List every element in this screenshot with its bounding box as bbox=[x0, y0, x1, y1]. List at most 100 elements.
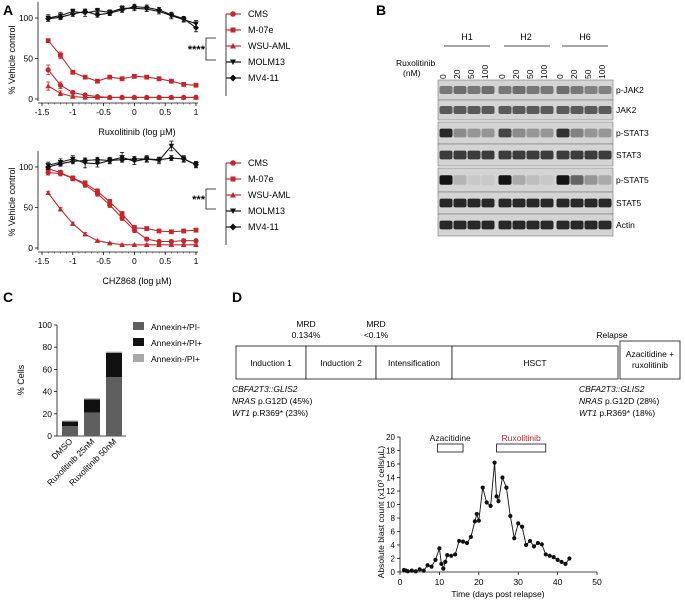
x-tick-label: 40 bbox=[553, 577, 563, 587]
blast-count-point bbox=[405, 569, 410, 574]
dose-axis-label: Ruxolitinib bbox=[396, 58, 435, 68]
blot-band bbox=[556, 220, 570, 230]
data-point bbox=[180, 15, 187, 22]
group-label-h6: H6 bbox=[579, 32, 591, 42]
data-point bbox=[119, 241, 125, 247]
data-point bbox=[69, 10, 76, 17]
data-point bbox=[143, 241, 150, 247]
y-tick-label: 20 bbox=[386, 433, 395, 442]
legend-label-mv411-2: MV4-11 bbox=[248, 222, 279, 232]
legend-label-molm13: MOLM13 bbox=[248, 57, 285, 67]
blot-band bbox=[556, 198, 570, 208]
blast-count-point bbox=[421, 568, 426, 573]
blast-count-point bbox=[429, 564, 434, 569]
blast-count-point bbox=[512, 536, 517, 541]
y-tick-label: 14 bbox=[386, 474, 395, 483]
x-tick-label: 0 bbox=[398, 577, 403, 587]
panel-c-legend: Annexin+/PI- Annexin+/PI+ Annexin-/PI+ bbox=[133, 322, 202, 364]
blot-band bbox=[540, 198, 554, 208]
significance-bracket-bottom bbox=[205, 188, 216, 210]
legend-label-annexin-neg-pi-pos: Annexin-/PI+ bbox=[151, 354, 200, 364]
legend-swatch-annexin-pos-pi-neg bbox=[133, 322, 144, 330]
legend-item-cms: CMS bbox=[226, 9, 268, 19]
blast-count-point bbox=[520, 524, 525, 529]
blot-band bbox=[467, 150, 481, 160]
y-tick-label: 100 bbox=[19, 162, 33, 172]
stage-hsct bbox=[451, 345, 619, 380]
data-point bbox=[193, 82, 199, 88]
blast-count-point bbox=[504, 485, 509, 490]
stage-hsct-label: HSCT bbox=[523, 358, 546, 368]
y-tick-label: 0 bbox=[28, 94, 33, 104]
panel-b-blots: p-JAK2 JAK2 p-STAT3 STAT3 p-STAT5 STAT5 Actin bbox=[437, 79, 649, 237]
y-tick-label: 20 bbox=[43, 409, 53, 419]
data-point bbox=[82, 8, 89, 15]
legend-label-wsu-aml: WSU-AML bbox=[248, 41, 291, 51]
data-point bbox=[132, 73, 137, 79]
data-point bbox=[180, 94, 187, 100]
data-point bbox=[168, 238, 174, 245]
data-point bbox=[45, 67, 51, 73]
legend-label-wsu-aml-2: WSU-AML bbox=[248, 190, 291, 200]
blot-band bbox=[570, 198, 584, 208]
data-point bbox=[94, 237, 101, 243]
data-point bbox=[156, 76, 162, 82]
blot-band bbox=[498, 220, 512, 230]
data-point bbox=[69, 158, 76, 165]
relapse-mutation-3: WT1 p.R369* (18%) bbox=[579, 408, 655, 418]
blot-band bbox=[526, 220, 540, 230]
blot-band bbox=[453, 198, 467, 208]
panel-a-bottom-plot bbox=[45, 140, 199, 247]
x-tick-label: 30 bbox=[513, 577, 523, 587]
data-point bbox=[106, 240, 113, 246]
stage-intensification bbox=[375, 345, 453, 380]
blot-band bbox=[598, 220, 612, 230]
blot-label-jak2: JAK2 bbox=[616, 105, 637, 115]
panel-a-top-legend: CMS M-07e WSU-AML MOLM13 MV4-11 **** bbox=[188, 9, 291, 96]
legend-item-molm13-2: MOLM13 bbox=[226, 206, 285, 216]
data-point bbox=[95, 188, 100, 194]
blot-band bbox=[467, 128, 481, 138]
treatment-label: Ruxolitinib bbox=[502, 433, 541, 443]
data-point bbox=[132, 225, 137, 231]
blast-count-point bbox=[527, 538, 533, 544]
blast-count-point bbox=[443, 559, 448, 564]
y-tick-label: 10 bbox=[386, 501, 395, 510]
panel-a-bottom-legend: CMS M-07e WSU-AML MOLM13 MV4-11 *** bbox=[192, 158, 291, 245]
legend-item-m07e-2: M-07e bbox=[226, 174, 274, 184]
blot-band bbox=[467, 86, 481, 94]
blast-count-point bbox=[437, 546, 442, 551]
panel-a-bottom-xlabel: CHZ868 (log µM) bbox=[102, 276, 171, 286]
blast-count-point bbox=[460, 539, 466, 544]
stage-azacitidine-ruxolitinib-label-1: Azacitidine + bbox=[626, 349, 674, 359]
data-point bbox=[57, 90, 64, 96]
dose-label: 100 bbox=[480, 65, 490, 79]
blot-band bbox=[570, 175, 584, 185]
blot-band bbox=[467, 175, 481, 185]
blast-count-point bbox=[492, 460, 497, 465]
data-point bbox=[143, 4, 150, 11]
x-tick-label: -1 bbox=[69, 256, 77, 266]
blot-band bbox=[439, 128, 453, 138]
y-tick-label: 100 bbox=[38, 320, 52, 330]
mrd-2-value: <0.1% bbox=[364, 330, 389, 340]
data-point bbox=[168, 78, 174, 84]
blot-band bbox=[498, 175, 512, 185]
panel-a-top-axes: 0 50 100 -1.5 -1 -0.5 0 0.5 1 bbox=[19, 1, 199, 117]
blot-band bbox=[556, 86, 570, 94]
mrd-1-title: MRD bbox=[296, 319, 315, 329]
blot-band bbox=[598, 128, 612, 138]
data-point bbox=[131, 94, 138, 100]
bar-segment bbox=[106, 352, 122, 378]
data-point bbox=[70, 69, 76, 75]
blot-band bbox=[481, 220, 495, 230]
stage-azacitidine-ruxolitinib bbox=[619, 340, 681, 380]
data-point bbox=[168, 11, 175, 18]
panel-a-letter: A bbox=[3, 2, 13, 18]
blot-band bbox=[481, 128, 495, 138]
data-point bbox=[144, 236, 150, 242]
x-tick-label: -1.5 bbox=[35, 256, 50, 266]
legend-item-mv411-2: MV4-11 bbox=[226, 222, 279, 232]
blot-band bbox=[481, 198, 495, 208]
